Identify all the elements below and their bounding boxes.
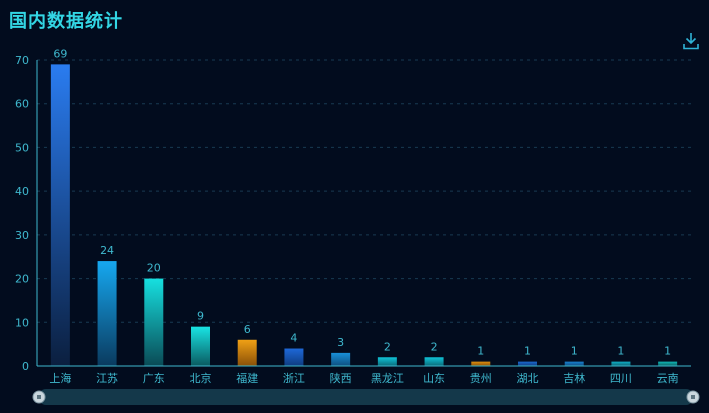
bar-value-label: 1 xyxy=(477,345,484,358)
x-tick-label: 云南 xyxy=(657,372,679,385)
bar-value-label: 1 xyxy=(664,345,671,358)
x-tick-label: 广东 xyxy=(143,372,165,385)
y-tick-label: 30 xyxy=(15,229,29,242)
y-tick-label: 0 xyxy=(22,360,29,373)
download-icon[interactable] xyxy=(683,32,699,50)
bars: 69 24 20 9 6 4 3 2 2 1 1 1 1 1 xyxy=(50,47,678,366)
bar xyxy=(237,339,257,366)
bar-value-label: 9 xyxy=(197,310,204,323)
x-tick-label: 四川 xyxy=(610,372,632,385)
bar xyxy=(564,361,584,366)
bar-value-label: 1 xyxy=(524,345,531,358)
y-tick-label: 40 xyxy=(15,185,29,198)
x-tick-label: 黑龙江 xyxy=(371,372,404,385)
x-tick-label: 山东 xyxy=(423,372,445,385)
bar xyxy=(377,357,397,366)
bar xyxy=(50,64,70,366)
x-tick-label: 陕西 xyxy=(330,371,352,385)
bar xyxy=(424,357,444,366)
x-tick-label: 吉林 xyxy=(563,371,585,385)
y-axis: 0 10 20 30 40 50 60 70 xyxy=(15,54,38,373)
y-tick-label: 60 xyxy=(15,98,29,111)
y-tick-label: 10 xyxy=(15,316,29,329)
bar xyxy=(658,361,678,366)
bar-value-label: 6 xyxy=(244,323,251,336)
x-tick-label: 浙江 xyxy=(283,372,305,385)
x-tick-label: 江苏 xyxy=(96,372,118,385)
bar-value-label: 1 xyxy=(617,345,624,358)
y-tick-label: 20 xyxy=(15,273,29,286)
x-tick-label: 北京 xyxy=(190,371,212,385)
bar-value-label: 4 xyxy=(290,332,297,345)
zoom-slider[interactable] xyxy=(32,389,700,405)
bar-value-label: 3 xyxy=(337,336,344,349)
bar-value-label: 1 xyxy=(571,345,578,358)
grid-lines xyxy=(37,59,691,323)
zoom-slider-track[interactable] xyxy=(38,389,694,405)
x-tick-label: 贵州 xyxy=(470,372,492,385)
chart-title: 国内数据统计 xyxy=(9,11,123,32)
zoom-handle-grip xyxy=(37,395,41,399)
bar xyxy=(284,348,304,366)
y-tick-label: 50 xyxy=(15,141,29,154)
bar xyxy=(518,361,537,366)
bar-value-label: 2 xyxy=(431,340,438,353)
zoom-handle-grip xyxy=(691,395,695,399)
bar xyxy=(611,361,631,366)
bar-value-label: 24 xyxy=(100,244,114,257)
x-axis: 上海 江苏 广东 北京 福建 浙江 陕西 黑龙江 山东 贵州 湖北 吉林 四川 云南 xyxy=(37,365,691,385)
x-tick-label: 福建 xyxy=(236,371,258,385)
bar-value-label: 20 xyxy=(147,262,161,275)
bar-value-label: 69 xyxy=(53,47,67,60)
bar-value-label: 2 xyxy=(384,340,391,353)
y-tick-label: 70 xyxy=(15,54,29,67)
bar xyxy=(191,326,210,366)
bar xyxy=(471,361,491,366)
x-tick-label: 湖北 xyxy=(517,372,539,385)
bar xyxy=(97,261,117,366)
bar xyxy=(331,352,351,366)
x-tick-label: 上海 xyxy=(49,371,71,385)
bar xyxy=(144,278,164,366)
